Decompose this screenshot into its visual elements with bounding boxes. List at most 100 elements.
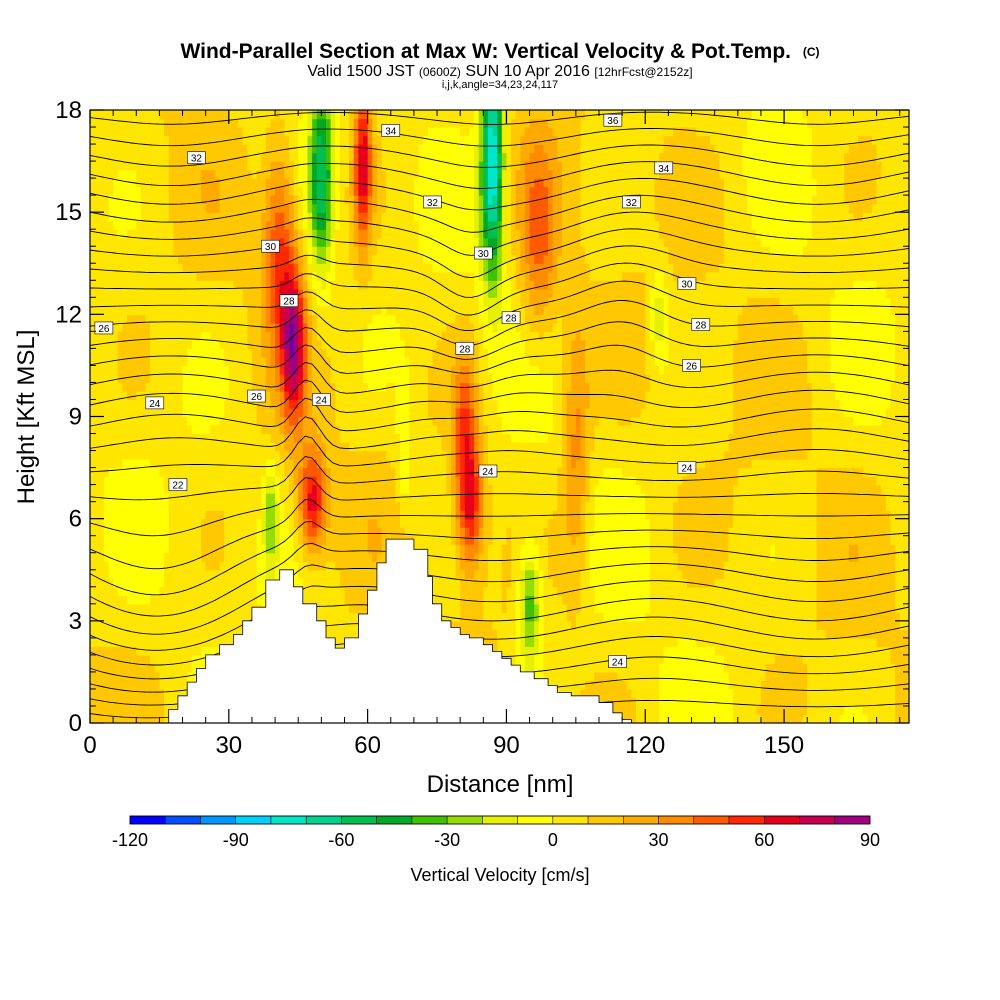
field-cell <box>349 169 355 179</box>
field-cell <box>247 433 253 443</box>
field-cell <box>150 416 156 426</box>
field-cell <box>99 110 105 120</box>
field-cell <box>261 365 267 375</box>
field-cell <box>261 135 267 145</box>
field-cell <box>117 612 123 622</box>
field-cell <box>136 459 142 469</box>
field-cell <box>90 493 96 503</box>
field-cell <box>136 654 142 664</box>
field-cell <box>182 569 188 579</box>
field-cell <box>145 144 151 154</box>
field-cell <box>214 586 221 596</box>
field-cell <box>321 527 327 537</box>
field-cell <box>201 646 207 656</box>
field-cell <box>325 544 332 554</box>
field-cell <box>363 127 369 137</box>
field-cell <box>122 552 128 562</box>
field-cell <box>367 544 373 554</box>
field-cell <box>395 373 401 384</box>
field-cell <box>372 161 378 171</box>
field-cell <box>358 331 364 341</box>
field-cell <box>312 110 318 120</box>
field-cell <box>214 297 221 307</box>
field-cell <box>173 178 179 188</box>
field-cell <box>330 501 336 511</box>
field-cell <box>275 229 281 239</box>
field-cell <box>196 493 202 503</box>
field-cell <box>182 203 188 213</box>
field-cell <box>316 280 322 290</box>
field-cell <box>108 348 114 358</box>
field-cell <box>307 314 313 324</box>
field-cell <box>349 144 355 154</box>
field-cell <box>145 467 151 477</box>
field-cell <box>145 688 151 699</box>
field-cell <box>251 425 258 435</box>
field-cell <box>261 493 267 503</box>
field-cell <box>154 518 161 528</box>
field-cell <box>256 493 262 503</box>
field-cell <box>344 552 350 562</box>
field-cell <box>363 510 369 520</box>
field-cell <box>298 518 304 528</box>
field-cell <box>293 254 299 264</box>
field-cell <box>316 237 322 247</box>
field-cell <box>214 407 221 418</box>
field-cell <box>251 169 258 179</box>
field-cell <box>131 399 137 409</box>
field-cell <box>210 271 216 281</box>
field-cell <box>400 118 406 128</box>
field-cell <box>395 118 401 128</box>
field-cell <box>94 237 100 247</box>
field-cell <box>307 373 313 384</box>
field-cell <box>90 629 96 639</box>
field-cell <box>145 620 151 630</box>
field-cell <box>103 688 110 699</box>
field-cell <box>173 280 179 290</box>
field-cell <box>131 714 137 723</box>
field-cell <box>321 510 327 520</box>
field-cell <box>154 688 161 699</box>
field-cell <box>270 118 276 128</box>
field-cell <box>113 484 119 494</box>
field-cell <box>136 663 142 673</box>
field-cell <box>367 510 373 520</box>
field-cell <box>127 118 133 128</box>
field-cell <box>99 654 105 664</box>
field-cell <box>330 246 336 256</box>
field-cell <box>145 450 151 460</box>
field-cell <box>376 518 383 528</box>
field-cell <box>242 459 248 469</box>
field-cell <box>168 637 174 647</box>
field-cell <box>344 297 350 307</box>
field-cell <box>251 527 258 537</box>
field-cell <box>154 697 161 707</box>
field-cell <box>344 484 350 494</box>
field-cell <box>187 416 193 426</box>
field-cell <box>293 484 299 494</box>
field-cell <box>238 169 244 179</box>
field-cell <box>363 442 369 452</box>
field-cell <box>353 527 359 537</box>
field-cell <box>191 569 198 579</box>
field-cell <box>372 314 378 324</box>
field-cell <box>321 305 327 315</box>
field-cell <box>140 510 147 520</box>
field-cell <box>381 237 387 247</box>
field-cell <box>390 356 396 367</box>
field-cell <box>339 280 346 290</box>
field-cell <box>99 144 105 154</box>
field-cell <box>233 237 239 247</box>
field-cell <box>177 510 184 520</box>
field-cell <box>159 476 165 486</box>
field-cell <box>127 612 133 622</box>
field-cell <box>238 348 244 358</box>
field-cell <box>376 203 383 213</box>
field-cell <box>339 263 346 273</box>
field-cell <box>210 288 216 298</box>
field-cell <box>219 169 225 179</box>
field-cell <box>390 288 396 298</box>
field-cell <box>99 152 105 162</box>
field-cell <box>136 578 142 588</box>
field-cell <box>390 110 396 120</box>
